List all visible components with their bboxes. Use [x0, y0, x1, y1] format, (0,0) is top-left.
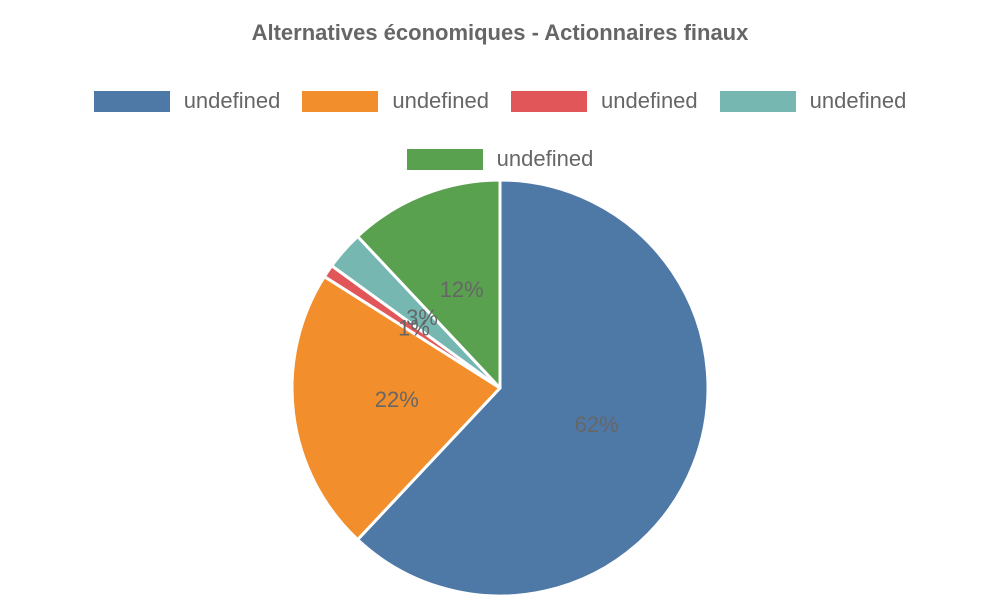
pie-slice-2[interactable]	[290, 275, 502, 542]
legend-item-2[interactable]: undefined	[302, 86, 489, 116]
legend-label-2: undefined	[392, 88, 489, 113]
legend-item-4[interactable]: undefined	[719, 86, 907, 116]
legend-swatch-3	[511, 90, 587, 112]
slice-labels: 62% 22% 1%3%12%	[375, 277, 619, 437]
pie-slice-1[interactable]	[356, 178, 710, 598]
legend-swatch-5	[406, 148, 483, 170]
legend-swatch-4	[719, 90, 796, 112]
chart-title: Alternatives économiques - Actionnaires …	[251, 20, 749, 45]
legend-swatch-1	[93, 90, 170, 112]
slice-label-1: 62%	[575, 412, 619, 437]
legend-item-5[interactable]: undefined	[406, 144, 594, 174]
legend: undefined undefined undefined undefined …	[0, 86, 1000, 174]
legend-item-1[interactable]: undefined	[93, 86, 281, 116]
legend-label-4: undefined	[809, 88, 907, 113]
slice-label-2: 22%	[375, 387, 419, 412]
legend-label-3: undefined	[601, 88, 698, 113]
slice-label-5: 12%	[440, 277, 484, 302]
slice-label-4: 3%	[406, 305, 438, 330]
slice-label-3: 1%	[398, 315, 430, 340]
pie-slices	[290, 178, 710, 598]
legend-label-1: undefined	[183, 88, 281, 113]
legend-swatch-2	[302, 90, 379, 112]
pie-slice-5[interactable]	[356, 178, 502, 390]
legend-item-3[interactable]: undefined	[511, 86, 698, 116]
legend-label-5: undefined	[496, 146, 594, 171]
